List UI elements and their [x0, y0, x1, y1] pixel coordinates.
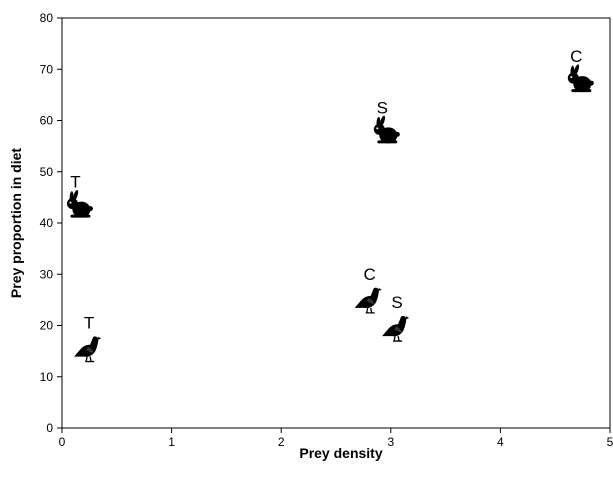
x-tick-label: 5	[607, 435, 613, 449]
rabbit-icon	[66, 189, 93, 218]
y-axis: 0 10 20 30 40 50 60 70 80	[40, 11, 62, 435]
y-tick-label: 20	[40, 319, 54, 333]
y-tick-label: 80	[40, 11, 54, 25]
rabbit-icon	[567, 64, 594, 93]
x-axis-title: Prey density	[299, 445, 382, 461]
point-label: C	[570, 47, 582, 66]
y-tick-label: 40	[40, 216, 54, 230]
bird-icon	[354, 287, 382, 314]
x-tick-label: 1	[168, 435, 175, 449]
x-tick-label: 0	[59, 435, 66, 449]
x-tick-label: 2	[278, 435, 285, 449]
plot-frame	[61, 17, 611, 429]
y-axis-title: Prey proportion in diet	[8, 148, 24, 298]
point-label: C	[364, 265, 376, 284]
y-tick-label: 70	[40, 62, 54, 76]
y-tick-label: 50	[40, 165, 54, 179]
x-tick-label: 3	[387, 435, 394, 449]
x-tick-label: 4	[497, 435, 504, 449]
point-label: T	[84, 314, 94, 333]
y-tick-label: 60	[40, 114, 54, 128]
y-tick-label: 0	[46, 421, 53, 435]
point-label: T	[70, 173, 80, 192]
bird-icon	[74, 336, 102, 363]
bird-icon	[382, 315, 410, 342]
x-axis: 0 1 2 3 4 5	[59, 428, 613, 449]
y-tick-label: 30	[40, 267, 54, 281]
point-label: S	[377, 98, 388, 117]
rabbit-icon	[373, 115, 400, 144]
y-tick-label: 10	[40, 370, 54, 384]
point-label: S	[391, 293, 402, 312]
